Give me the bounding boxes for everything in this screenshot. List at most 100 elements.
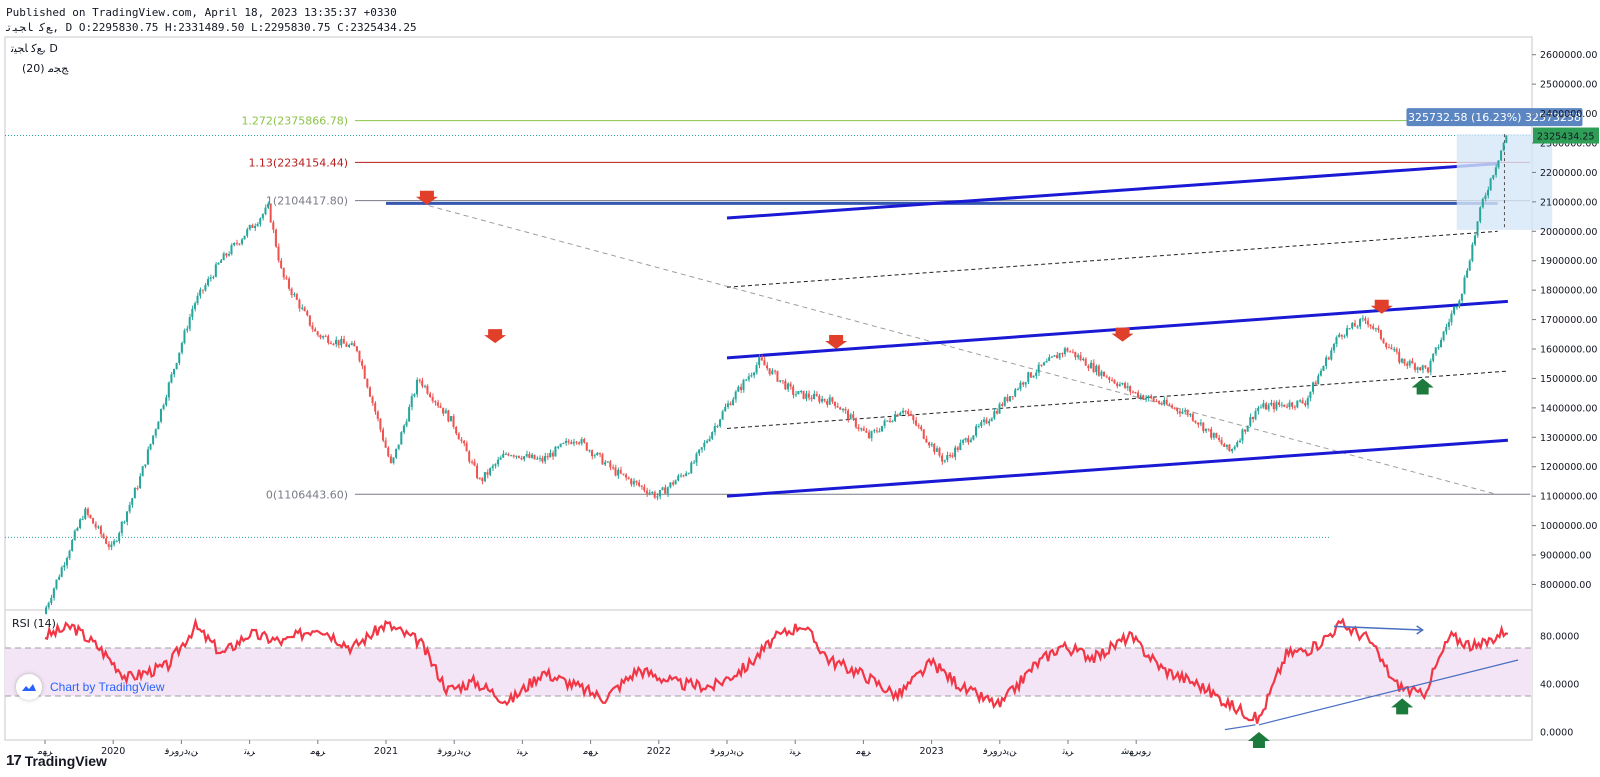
candle <box>1113 380 1116 384</box>
candle <box>470 461 473 463</box>
candle <box>1434 347 1437 354</box>
time-tick-label: ﺮﯿﺗ <box>243 746 256 757</box>
candle <box>1037 364 1040 373</box>
candle <box>123 521 126 523</box>
candle <box>520 457 523 460</box>
candle <box>408 407 411 422</box>
time-tick-label: ﺭﻮﯾﺮﻬﺷ <box>1120 746 1151 757</box>
candle <box>361 361 364 366</box>
candle <box>614 467 617 476</box>
candle <box>980 421 983 426</box>
candle <box>705 441 708 443</box>
candle <box>1361 318 1364 320</box>
candle <box>609 461 612 468</box>
candle <box>1468 260 1471 271</box>
candle <box>1131 391 1134 393</box>
candle <box>823 398 826 402</box>
candle <box>993 411 996 419</box>
candle <box>1283 404 1286 407</box>
candle <box>1042 362 1045 366</box>
candle <box>1249 416 1252 426</box>
candle <box>102 534 105 539</box>
candle <box>737 386 740 392</box>
candle <box>1189 413 1192 416</box>
watermark-text: Chart by TradingView <box>50 680 165 694</box>
candle <box>287 278 290 289</box>
time-tick-label: ﺮﯿﺗ <box>516 746 529 757</box>
candle <box>144 464 147 467</box>
candle <box>358 351 361 362</box>
candle <box>1230 449 1233 452</box>
time-tick-label: ﺮﻬﻣ <box>855 746 871 757</box>
candle <box>1257 407 1260 412</box>
candle <box>1325 357 1328 367</box>
candle <box>1204 428 1207 432</box>
candle <box>1345 328 1348 336</box>
tradingview-logo[interactable]: 17 TradingView <box>6 752 107 769</box>
candle <box>888 420 891 422</box>
candle <box>1278 402 1281 405</box>
candle <box>624 474 627 478</box>
time-axis[interactable]: ﺮﻬﻣ 2020 ﻦﯾﺩﺭﻭﺮﻓ ﺮﯿﺗ ﺮﻬﻣ 2021 ﻦﯾﺩﺭﻭﺮﻓ ﺮﯿﺗ ﺮﻬﻣ 202… <box>37 740 1152 757</box>
time-tick-label: ﻦﯾﺩﺭﻭﺮﻓ <box>982 746 1017 757</box>
candle <box>687 473 690 475</box>
diagonal-trendline <box>419 202 1498 496</box>
candle <box>956 447 959 450</box>
candle <box>1403 358 1406 364</box>
candle <box>789 383 792 387</box>
candle <box>596 452 599 456</box>
rsi-pane[interactable] <box>5 616 1532 748</box>
candle <box>452 416 455 428</box>
candle <box>836 405 839 408</box>
candle <box>1102 371 1105 377</box>
channel-upper-line <box>726 162 1498 220</box>
candle <box>551 452 554 457</box>
candle <box>405 421 408 426</box>
candle <box>282 268 285 278</box>
candle <box>308 315 311 326</box>
candle <box>86 508 89 515</box>
rsi-divergence-top <box>1333 625 1423 631</box>
candle <box>1280 404 1283 406</box>
candle <box>852 414 855 419</box>
candle <box>549 452 552 458</box>
candle <box>379 418 382 430</box>
candle <box>698 449 701 454</box>
candle <box>1385 343 1388 348</box>
candle <box>413 394 416 397</box>
tradingview-watermark[interactable]: Chart by TradingView <box>16 674 165 700</box>
candle <box>768 368 771 375</box>
candle <box>1100 371 1103 376</box>
candle <box>1505 135 1508 143</box>
candle <box>110 544 113 548</box>
candle <box>904 410 907 412</box>
candle <box>891 421 894 423</box>
candle <box>763 360 766 366</box>
candle <box>298 299 301 309</box>
price-pane[interactable]: 1.272(2375866.78) 1.13(2234154.44) 1(21044… <box>5 108 1583 615</box>
candle <box>831 397 834 402</box>
price-axis[interactable]: 2600000.00 2500000.00 2400000.00 2300000.00… <box>1532 50 1599 739</box>
candle <box>395 448 398 458</box>
candle <box>227 254 230 256</box>
candle <box>58 576 61 580</box>
candle <box>499 457 502 460</box>
candle <box>969 439 972 443</box>
candle <box>460 439 463 441</box>
candle <box>570 442 573 444</box>
candle <box>462 440 465 444</box>
candle <box>1450 313 1453 323</box>
candle <box>982 419 985 422</box>
candle <box>554 446 557 457</box>
candle <box>995 411 998 414</box>
candle <box>862 428 865 431</box>
candle <box>47 602 50 608</box>
candle <box>533 454 536 460</box>
candle <box>348 344 351 347</box>
candle <box>1291 402 1294 407</box>
candle <box>334 339 337 345</box>
candle <box>990 418 993 422</box>
candle <box>201 289 204 291</box>
rsi-divergence-pointer <box>1224 724 1256 731</box>
